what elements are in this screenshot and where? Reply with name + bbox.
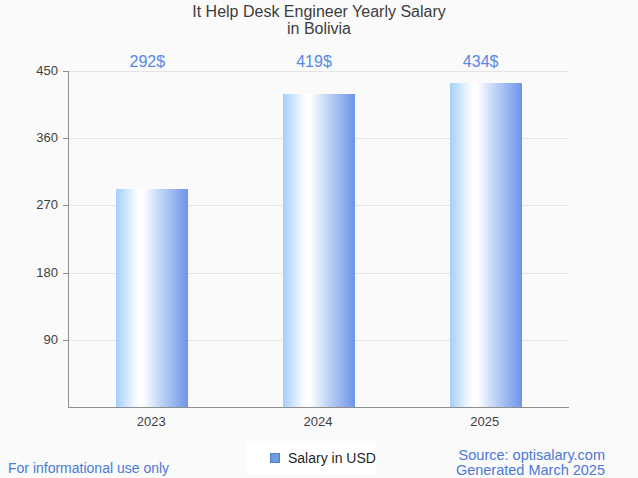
- plot-area: [68, 71, 569, 408]
- chart-title-line1: It Help Desk Engineer Yearly Salary: [0, 3, 638, 20]
- y-tick-360: [63, 138, 69, 139]
- y-axis-label-360: 360: [0, 131, 58, 145]
- salary-chart-page: It Help Desk Engineer Yearly Salary in B…: [0, 0, 638, 478]
- y-tick-270: [63, 205, 69, 206]
- disclaimer-text: For informational use only: [8, 461, 169, 476]
- y-tick-90: [63, 340, 69, 341]
- bar-2023: [116, 189, 188, 407]
- chart-title: It Help Desk Engineer Yearly Salary in B…: [0, 3, 638, 37]
- x-axis-label-2023: 2023: [101, 415, 201, 429]
- source-block: Source: optisalary.com Generated March 2…: [456, 448, 605, 478]
- y-tick-450: [63, 71, 69, 72]
- chart-title-line2: in Bolivia: [0, 20, 638, 37]
- bar-2024: [283, 94, 355, 407]
- generated-text: Generated March 2025: [456, 463, 605, 478]
- legend-swatch-icon: [270, 453, 280, 463]
- gridline-450: [69, 71, 569, 72]
- y-axis-label-270: 270: [0, 198, 58, 212]
- legend-label: Salary in USD: [288, 450, 376, 466]
- value-label-2023: 292$: [97, 54, 197, 70]
- y-axis-label-90: 90: [0, 333, 58, 347]
- y-tick-180: [63, 273, 69, 274]
- y-axis-label-180: 180: [0, 266, 58, 280]
- x-axis-label-2025: 2025: [435, 415, 535, 429]
- source-text: Source: optisalary.com: [456, 448, 605, 463]
- value-label-2025: 434$: [431, 54, 531, 70]
- legend: Salary in USD: [246, 441, 376, 474]
- value-label-2024: 419$: [264, 54, 364, 70]
- y-axis-label-450: 450: [0, 64, 58, 78]
- bar-2025: [450, 83, 522, 407]
- x-axis-label-2024: 2024: [268, 415, 368, 429]
